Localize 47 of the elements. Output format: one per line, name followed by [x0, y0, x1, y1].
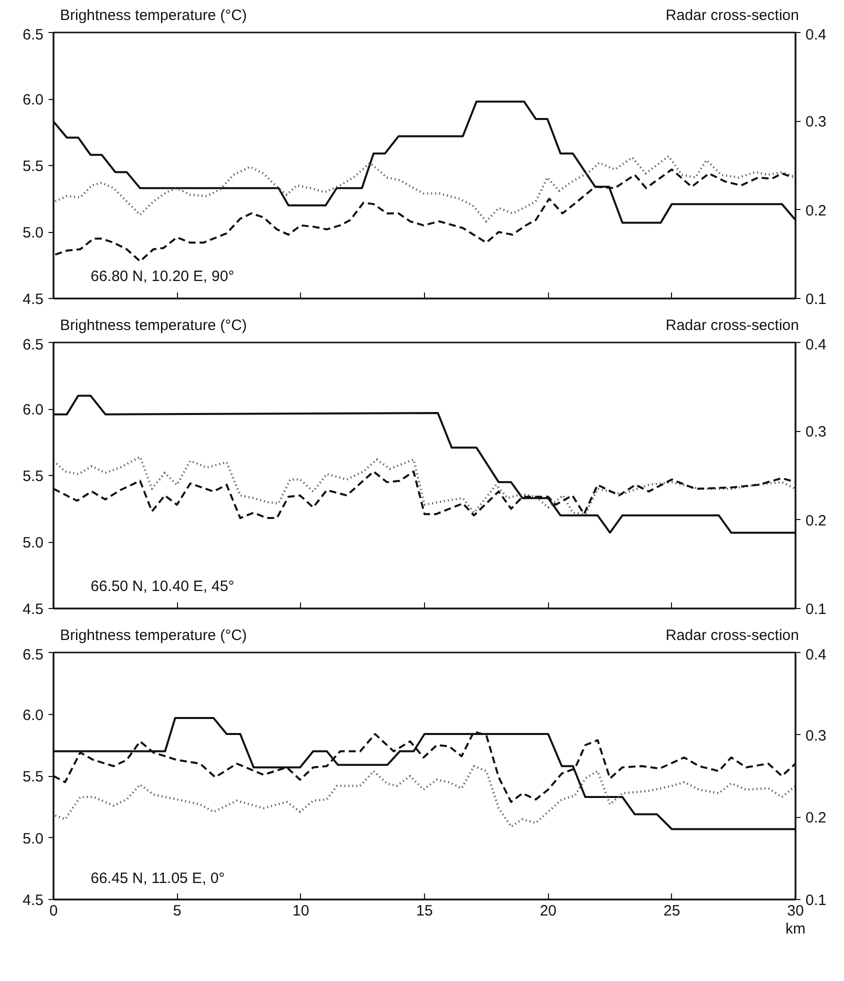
y2-tick-label: 0.3 — [806, 114, 826, 131]
x-tick-label: 30 — [787, 902, 804, 920]
y-tick-label: 5.0 — [22, 830, 44, 848]
y-tick-label: 4.5 — [22, 892, 44, 909]
x-tick-label: 5 — [172, 902, 182, 920]
y2-tick-label: 0.1 — [806, 892, 826, 909]
y2-axis-title: Radar cross-section — [666, 626, 799, 646]
y2-tick-label: 0.1 — [806, 601, 826, 618]
x-tick-label: 20 — [540, 902, 557, 920]
y2-axis-title: Radar cross-section — [666, 316, 799, 336]
line-series — [54, 155, 794, 222]
y2-tick-label: 0.2 — [806, 202, 826, 220]
y2-tick-label: 0.3 — [806, 727, 826, 744]
x-tick-label: 10 — [292, 902, 310, 920]
y2-tick-label: 0.4 — [806, 336, 826, 354]
y2-tick-label: 0.1 — [806, 291, 826, 308]
y-tick-label: 4.5 — [22, 291, 44, 308]
annotation: 66.50 N, 10.40 E, 45° — [90, 578, 234, 596]
y-tick-label: 6.5 — [22, 336, 44, 354]
y2-axis-title: Radar cross-section — [666, 6, 799, 26]
line-series — [54, 765, 796, 828]
x-tick-label: 0 — [49, 902, 58, 920]
y-axis-title: Brightness temperature (°C) — [60, 316, 247, 336]
x-tick-label: 25 — [663, 902, 680, 920]
y-tick-label: 6.0 — [22, 706, 44, 724]
y2-tick-label: 0.2 — [806, 512, 826, 530]
y2-tick-label: 0.4 — [806, 26, 826, 44]
y2-tick-label: 0.2 — [806, 810, 826, 827]
x-tick-label: 15 — [416, 902, 433, 920]
y-tick-label: 5.0 — [22, 224, 44, 242]
y-tick-label: 6.5 — [22, 26, 44, 44]
annotation: 66.45 N, 11.05 E, 0° — [90, 870, 225, 888]
y-axis-title: Brightness temperature (°C) — [60, 6, 247, 26]
y-tick-label: 6.0 — [22, 402, 44, 418]
annotation: 66.80 N, 10.20 E, 90° — [90, 268, 234, 286]
y-axis-title: Brightness temperature (°C) — [60, 626, 247, 646]
y-tick-label: 6.0 — [22, 92, 44, 108]
y2-tick-label: 0.4 — [806, 646, 826, 664]
y-tick-label: 5.5 — [22, 158, 44, 175]
line-series — [54, 456, 796, 516]
y-tick-label: 6.5 — [22, 646, 44, 664]
y-tick-label: 4.5 — [22, 601, 44, 618]
y-tick-label: 5.0 — [22, 534, 44, 552]
y2-tick-label: 0.3 — [806, 424, 826, 441]
x-axis-title: km — [786, 920, 806, 938]
y-tick-label: 5.5 — [22, 768, 44, 786]
y-tick-label: 5.5 — [22, 468, 44, 485]
